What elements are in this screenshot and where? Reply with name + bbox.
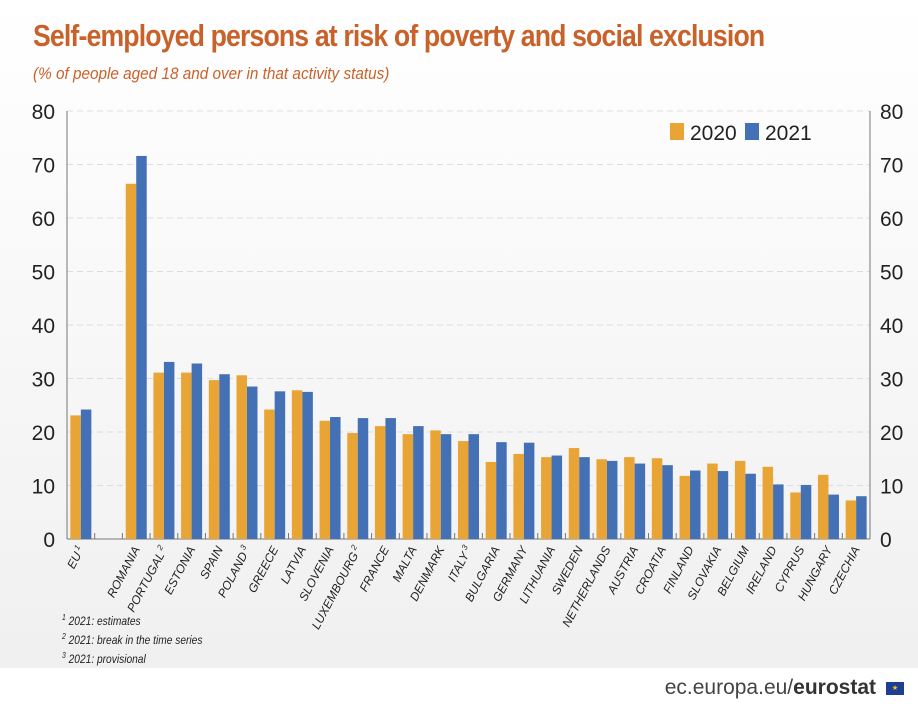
bar-2021-finland: [690, 470, 701, 539]
x-tick-label: FRANCE: [357, 543, 393, 594]
bar-2021-denmark: [440, 434, 452, 539]
x-tick-label: GREECE: [245, 543, 282, 595]
x-tick-label: ESTONIA: [161, 544, 198, 597]
y-tick-label-right: 20: [880, 422, 903, 445]
bar-2021-netherlands: [606, 460, 618, 539]
bar-2020-lithuania: [541, 457, 552, 539]
bar-2020-hungary: [817, 474, 829, 539]
bar-2021-spain: [219, 374, 230, 539]
bar-2021-austria: [634, 463, 646, 539]
y-tick-label-left: 60: [32, 208, 55, 231]
y-tick-label-left: 10: [32, 476, 55, 499]
legend-swatch: [745, 123, 759, 140]
bar-2021-slovenia: [330, 417, 341, 539]
y-tick-label-right: 80: [880, 101, 903, 124]
bar-2021-bulgaria: [496, 442, 507, 539]
bar-2021-slovakia: [717, 471, 729, 539]
bar-2021-italy: [468, 434, 479, 539]
chart-title: Self-employed persons at risk of poverty…: [33, 18, 765, 53]
bar-2021-romania: [136, 155, 147, 539]
bar-2020-eu: [70, 415, 81, 539]
bar-2020-netherlands: [596, 459, 607, 539]
y-tick-label-right: 70: [880, 155, 903, 178]
bar-2020-italy: [458, 441, 469, 539]
y-tick-label-right: 30: [880, 369, 903, 392]
y-tick-label-left: 70: [32, 155, 55, 178]
y-tick-label-left: 50: [32, 262, 55, 285]
bar-2021-latvia: [302, 391, 313, 539]
bar-2020-sweden: [568, 448, 580, 539]
y-tick-label-right: 40: [880, 315, 903, 338]
bar-2020-slovenia: [319, 420, 331, 539]
legend-label: 2020: [690, 122, 737, 145]
footnote-text: 2021: provisional: [68, 652, 146, 666]
bar-2021-luxembourg: [357, 418, 369, 539]
bar-2020-greece: [264, 409, 275, 539]
legend-swatch: [670, 123, 684, 140]
bar-2020-estonia: [181, 372, 192, 539]
bar-2021-hungary: [828, 494, 839, 539]
x-tick-label: SPAIN: [197, 544, 226, 582]
bar-2020-poland: [236, 375, 247, 539]
bar-2020-luxembourg: [347, 433, 358, 539]
y-tick-label-left: 80: [32, 101, 55, 124]
bar-2020-cyprus: [790, 492, 801, 539]
bar-2020-spain: [208, 380, 220, 539]
bar-2021-portugal: [163, 361, 175, 539]
legend-label: 2021: [765, 122, 812, 145]
bar-2021-eu: [80, 409, 92, 539]
y-tick-label-left: 20: [32, 422, 55, 445]
chart-subtitle: (% of people aged 18 and over in that ac…: [33, 64, 390, 83]
footnote: 2 2021: break in the time series: [62, 632, 203, 647]
bar-2020-croatia: [651, 458, 663, 539]
y-tick-label-left: 40: [32, 315, 55, 338]
y-tick-label-right: 50: [880, 262, 903, 285]
bar-2020-france: [374, 426, 386, 539]
y-tick-label-right: 10: [880, 476, 903, 499]
eu-flag-icon: ★: [886, 682, 904, 695]
bar-2021-lithuania: [551, 455, 563, 539]
y-tick-label-right: 60: [880, 208, 903, 231]
bar-2021-france: [385, 418, 396, 539]
bar-2021-greece: [274, 391, 286, 539]
bar-2020-slovakia: [707, 463, 718, 539]
bar-2021-czechia: [856, 496, 867, 539]
bar-2021-germany: [523, 442, 535, 539]
footnote-text: 2021: break in the time series: [68, 633, 203, 647]
bar-2020-germany: [513, 453, 524, 539]
bar-2020-ireland: [762, 466, 774, 539]
bar-2021-cyprus: [800, 484, 812, 539]
bar-2021-sweden: [579, 457, 590, 539]
bar-2020-bulgaria: [485, 461, 497, 539]
bar-2021-poland: [246, 386, 258, 539]
bar-2020-latvia: [291, 390, 303, 539]
bar-2021-ireland: [773, 484, 784, 539]
x-tick-label: EU 1: [63, 543, 87, 571]
footnote: 3 2021: provisional: [62, 651, 146, 666]
bar-2020-romania: [125, 183, 137, 539]
x-tick-label: ITALY 3: [444, 543, 475, 584]
bar-2020-malta: [402, 434, 414, 539]
bar-2020-portugal: [153, 372, 164, 539]
footer: ec.europa.eu/eurostat ★: [0, 668, 918, 708]
bar-2020-finland: [679, 475, 691, 539]
bar-2020-denmark: [430, 430, 441, 539]
bar-2021-malta: [413, 426, 424, 539]
y-tick-label-left: 0: [43, 529, 55, 552]
x-tick-label: MALTA: [389, 544, 419, 584]
bar-2021-estonia: [191, 363, 203, 539]
bar-2020-czechia: [845, 500, 857, 539]
footnote: 1 2021: estimates: [62, 613, 141, 628]
bar-2021-belgium: [745, 473, 756, 539]
y-tick-label-left: 30: [32, 369, 55, 392]
footnotes: 1 2021: estimates 2 2021: break in the t…: [62, 610, 202, 667]
bar-2020-belgium: [734, 460, 746, 539]
footnote-text: 2021: estimates: [68, 614, 141, 628]
bar-2021-croatia: [662, 465, 673, 539]
bar-2020-austria: [624, 457, 635, 539]
y-tick-label-right: 0: [880, 529, 892, 552]
eurostat-link[interactable]: ec.europa.eu/eurostat: [664, 676, 876, 699]
